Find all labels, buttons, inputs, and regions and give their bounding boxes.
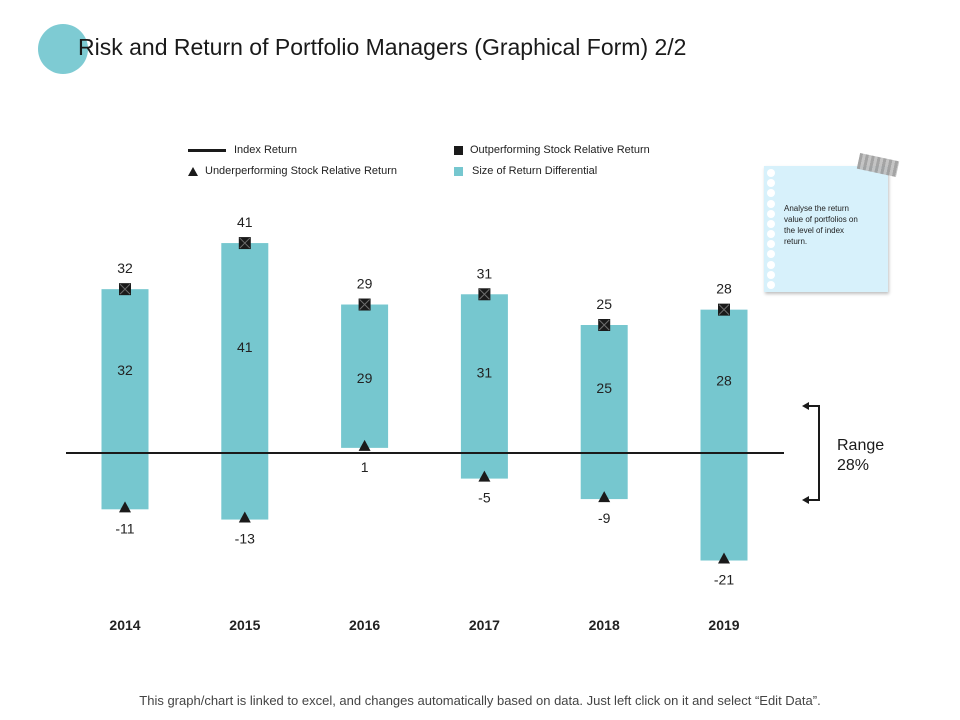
legend-item-outperforming: Outperforming Stock Relative Return [454, 144, 650, 156]
bar-value-label-2014: 32 [117, 362, 133, 378]
bar-2015 [221, 243, 269, 520]
underperforming-label-2015: -13 [235, 531, 255, 547]
range-value: 28% [837, 457, 870, 474]
square-marker-cross-2014 [119, 283, 131, 295]
triangle-marker-2016 [358, 439, 371, 451]
outperforming-label-2017: 31 [477, 265, 493, 281]
index-line-icon [188, 148, 226, 152]
triangle-marker-2014 [119, 501, 131, 513]
bar-2017 [460, 294, 508, 479]
legend-item-underperforming: Underperforming Stock Relative Return [188, 165, 397, 177]
triangle-marker-2019 [718, 552, 730, 564]
x-tick-label-2019: 2019 [708, 617, 739, 633]
footer-note: This graph/chart is linked to excel, and… [139, 693, 821, 708]
x-tick-label-2014: 2014 [109, 617, 140, 633]
square-marker-cross-2016 [359, 299, 370, 310]
square-marker-cross-2017 [479, 288, 490, 300]
square-marker-cross-2018 [598, 319, 610, 331]
note-binding-holes [767, 169, 777, 289]
range-arrow-bottom-icon [802, 496, 809, 504]
underperforming-label-2017: -5 [478, 490, 491, 506]
bar-value-label-2015: 41 [237, 339, 253, 355]
note-text: Analyse the return value of portfolios o… [784, 204, 858, 246]
title-accent-circle [38, 24, 88, 74]
bar-value-label-2018: 25 [596, 380, 612, 396]
legend-label: Outperforming Stock Relative Return [470, 144, 650, 156]
outperforming-label-2014: 32 [117, 260, 133, 276]
triangle-marker-icon [188, 166, 198, 176]
x-tick-label-2018: 2018 [589, 617, 620, 633]
legend-label: Size of Return Differential [472, 165, 598, 177]
legend-item-index-return: Index Return [188, 144, 297, 156]
x-tick-label-2016: 2016 [349, 617, 380, 633]
bar-value-label-2016: 29 [357, 370, 373, 386]
sticky-note: Analyse the return value of portfolios o… [764, 166, 888, 292]
bar-2018 [580, 325, 628, 500]
chart-legend: Index Return Outperforming Stock Relativ… [186, 140, 686, 186]
range-bracket [805, 405, 820, 501]
range-arrow-top-icon [802, 402, 809, 410]
outperforming-label-2019: 28 [716, 281, 732, 297]
legend-label: Index Return [234, 144, 297, 156]
range-label-text: Range [837, 437, 885, 454]
outperforming-label-2015: 41 [237, 214, 253, 230]
underperforming-label-2018: -9 [598, 510, 611, 526]
bar-2016 [341, 304, 389, 448]
square-marker-cross-2019 [718, 304, 730, 315]
bar-2019 [700, 309, 748, 561]
outperforming-label-2016: 29 [357, 276, 373, 292]
underperforming-label-2014: -11 [115, 520, 134, 536]
x-tick-label-2017: 2017 [469, 617, 500, 633]
page-title: Risk and Return of Portfolio Managers (G… [78, 34, 687, 60]
underperforming-label-2019: -21 [714, 572, 734, 588]
bar-2014 [101, 289, 149, 510]
underperforming-label-2016: 1 [361, 459, 369, 475]
square-marker-icon [454, 145, 463, 155]
x-tick-label-2015: 2015 [229, 617, 260, 633]
legend-label: Underperforming Stock Relative Return [205, 165, 397, 177]
outperforming-label-2018: 25 [596, 296, 612, 312]
bar-value-label-2017: 31 [477, 365, 493, 381]
triangle-marker-2018 [598, 491, 611, 503]
range-label: Range 28% [837, 436, 917, 476]
bar-value-label-2019: 28 [716, 372, 732, 388]
triangle-marker-2017 [478, 470, 491, 482]
legend-item-size-differential: Size of Return Differential [454, 165, 597, 177]
square-marker-cross-2015 [239, 237, 251, 249]
bar-swatch-icon [454, 166, 463, 176]
triangle-marker-2015 [238, 511, 251, 523]
